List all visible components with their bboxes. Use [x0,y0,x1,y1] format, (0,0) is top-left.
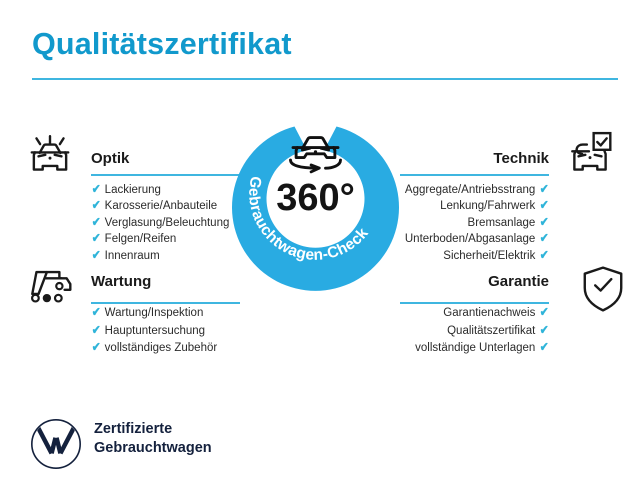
svg-text:360°: 360° [276,177,355,219]
